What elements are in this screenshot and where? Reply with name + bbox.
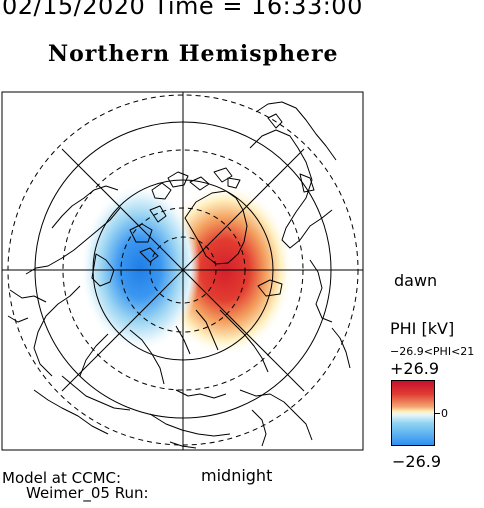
coastlines bbox=[7, 101, 351, 449]
colorbar-max-label: +26.9 bbox=[390, 359, 440, 378]
model-info-line2: Weimer_05 Run: bbox=[26, 484, 149, 502]
colorbar-zero-label: 0 bbox=[441, 407, 448, 420]
colorbar-range: −26.9<PHI<21 bbox=[390, 345, 475, 358]
colorbar-zero-tick bbox=[435, 413, 440, 414]
midnight-label: midnight bbox=[201, 466, 273, 485]
negative-potential-cell bbox=[80, 184, 200, 352]
dawn-label: dawn bbox=[394, 271, 438, 290]
colorbar-min-label: −26.9 bbox=[392, 452, 442, 471]
colorbar-title: PHI [kV] bbox=[390, 319, 455, 338]
hemisphere-title: Northern Hemisphere bbox=[48, 41, 339, 67]
colorbar bbox=[391, 380, 435, 446]
model-info-line1: Model at CCMC: bbox=[2, 469, 122, 487]
meridian-diagonal-2 bbox=[61, 148, 305, 392]
polar-map bbox=[1, 91, 364, 451]
datetime-title: 02/15/2020 Time = 16:33:00 bbox=[2, 0, 363, 20]
